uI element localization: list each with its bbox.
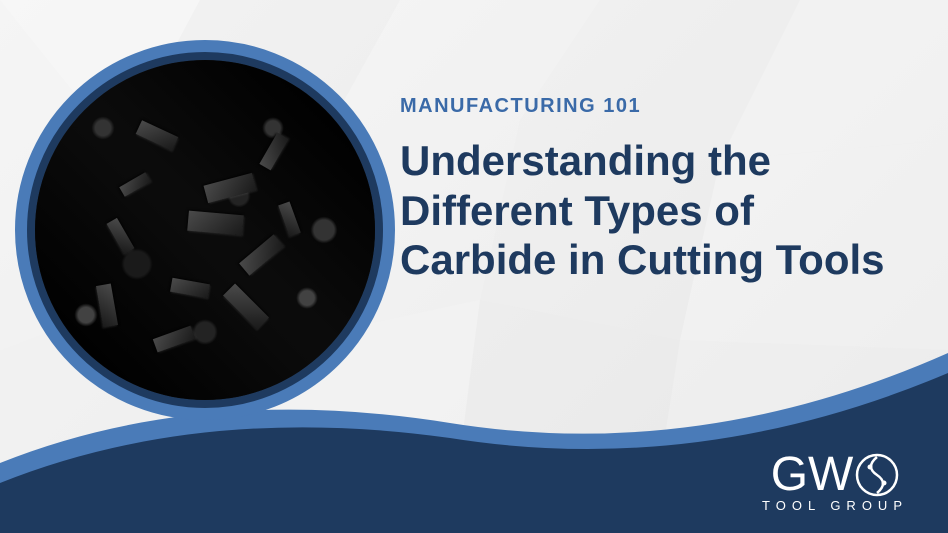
- logo-subtitle: TOOL GROUP: [762, 498, 908, 513]
- carbide-chips-overlay: [35, 60, 375, 400]
- circle-image-frame: [15, 40, 395, 420]
- banner-container: MANUFACTURING 101 Understanding the Diff…: [0, 0, 948, 533]
- logo-swirl-icon: [855, 453, 899, 497]
- logo-letters: GW: [771, 447, 854, 502]
- text-block: MANUFACTURING 101 Understanding the Diff…: [400, 95, 908, 285]
- carbide-image: [35, 60, 375, 400]
- brand-logo: GW TOOL GROUP: [762, 447, 908, 513]
- eyebrow-text: MANUFACTURING 101: [400, 95, 908, 118]
- logo-main-row: GW: [762, 447, 908, 502]
- headline-text: Understanding the Different Types of Car…: [400, 136, 908, 285]
